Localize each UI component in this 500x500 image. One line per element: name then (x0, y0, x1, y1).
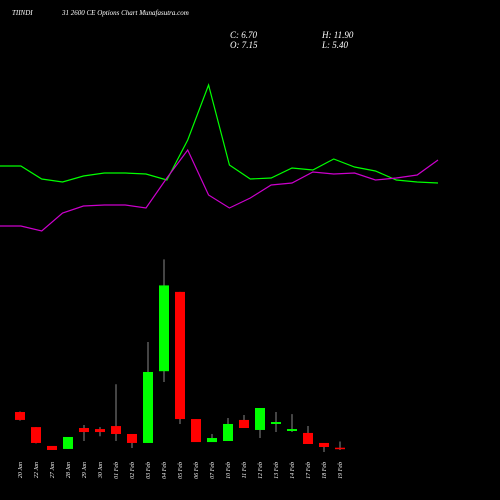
x-tick-label: 19 Feb (338, 462, 344, 479)
x-tick-label: 04 Feb (161, 462, 168, 479)
x-tick-label: 07 Feb (210, 462, 216, 479)
candle-body (159, 285, 169, 372)
candle-body (319, 442, 329, 447)
candle-body (335, 447, 345, 450)
candle-body (15, 412, 25, 420)
candle-body (255, 407, 265, 430)
candle-body (303, 432, 313, 444)
candle-body (127, 433, 137, 443)
x-tick-label: 30 Jan (98, 462, 104, 479)
candle-body (191, 419, 201, 443)
x-tick-label: 20 Jan (18, 462, 24, 478)
x-tick-label: 11 Feb (242, 462, 248, 478)
candle-body (95, 429, 105, 433)
x-tick-label: 12 Feb (258, 462, 264, 479)
candle-body (239, 419, 249, 429)
x-tick-label: 27 Jan (50, 462, 56, 478)
candle-body (271, 422, 281, 424)
x-tick-label: 03 Feb (146, 462, 152, 479)
x-tick-label: 29 Jan (82, 462, 88, 478)
ohlc-high: H: 11.90 (321, 30, 354, 40)
x-tick-label: 18 Feb (322, 462, 328, 479)
candle-body (63, 436, 73, 449)
ohlc-close: C: 6.70 (230, 30, 258, 40)
candle-body (207, 438, 217, 443)
x-tick-label: 02 Feb (130, 462, 136, 479)
x-tick-label: 06 Feb (194, 462, 200, 479)
ohlc-low: L: 5.40 (321, 40, 349, 50)
x-tick-label: 05 Feb (178, 462, 184, 479)
ohlc-open: O: 7.15 (230, 40, 258, 50)
x-tick-label: 01 Feb (114, 462, 120, 479)
line-series (0, 83, 439, 184)
candle-body (223, 423, 233, 442)
candle-body (47, 445, 57, 450)
chart-subtitle: 31 2600 CE Options Chart Munafasutra.com (61, 9, 189, 17)
candle-body (287, 429, 297, 431)
x-tick-label: 28 Jan (66, 462, 72, 478)
x-tick-label: 22 Jan (34, 462, 40, 478)
candle-body (31, 427, 41, 443)
candle-body (111, 426, 121, 434)
x-tick-label: 14 Feb (289, 462, 296, 479)
x-tick-label: 17 Feb (306, 462, 312, 479)
x-tick-label: 10 Feb (226, 462, 232, 479)
chart-title: TIINDI (12, 9, 33, 17)
x-tick-label: 13 Feb (274, 462, 280, 479)
candle-body (79, 428, 89, 433)
line-series (0, 148, 439, 232)
candle-body (143, 371, 153, 443)
candle-body (175, 291, 185, 420)
